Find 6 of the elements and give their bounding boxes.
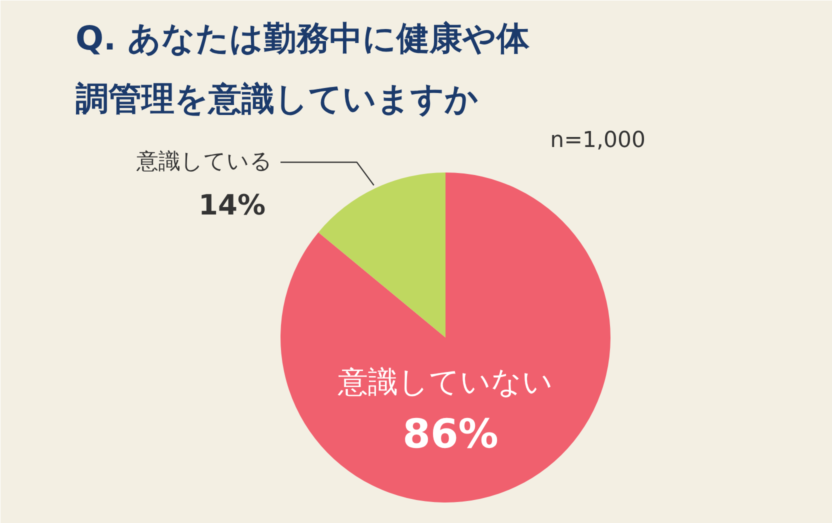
chart-title: Q. あなたは勤務中に健康や体調管理を意識していますか	[76, 18, 531, 118]
text: n=1,000	[550, 128, 646, 153]
data-label: 14%	[198, 188, 266, 222]
slice-label: 意識している	[136, 150, 272, 175]
data-label: 86%	[402, 412, 498, 458]
slice-label: 意識していない	[337, 365, 553, 400]
